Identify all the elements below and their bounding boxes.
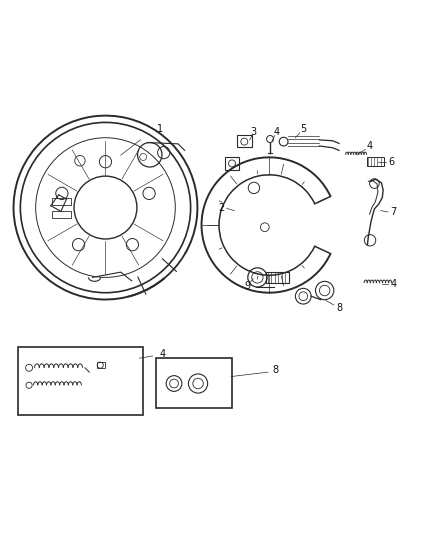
Text: 3: 3	[250, 127, 256, 137]
Bar	[52, 198, 71, 205]
Text: 8: 8	[273, 366, 279, 375]
Text: 1: 1	[157, 124, 163, 134]
Text: 4: 4	[391, 279, 397, 289]
Bar	[97, 362, 105, 368]
Bar	[52, 211, 71, 219]
Text: 2: 2	[218, 203, 224, 213]
Text: 4: 4	[159, 349, 165, 359]
Text: 9: 9	[244, 281, 251, 291]
Text: 5: 5	[300, 124, 307, 134]
Text: 4: 4	[367, 141, 373, 151]
Bar	[367, 157, 384, 166]
Bar	[266, 272, 289, 283]
Text: 6: 6	[389, 157, 395, 167]
Text: 8: 8	[336, 303, 342, 313]
Text: 7: 7	[391, 207, 397, 217]
Bar	[226, 157, 240, 170]
Bar	[18, 348, 143, 415]
Bar	[155, 358, 232, 408]
Bar	[237, 135, 252, 147]
Text: 4: 4	[274, 127, 280, 137]
